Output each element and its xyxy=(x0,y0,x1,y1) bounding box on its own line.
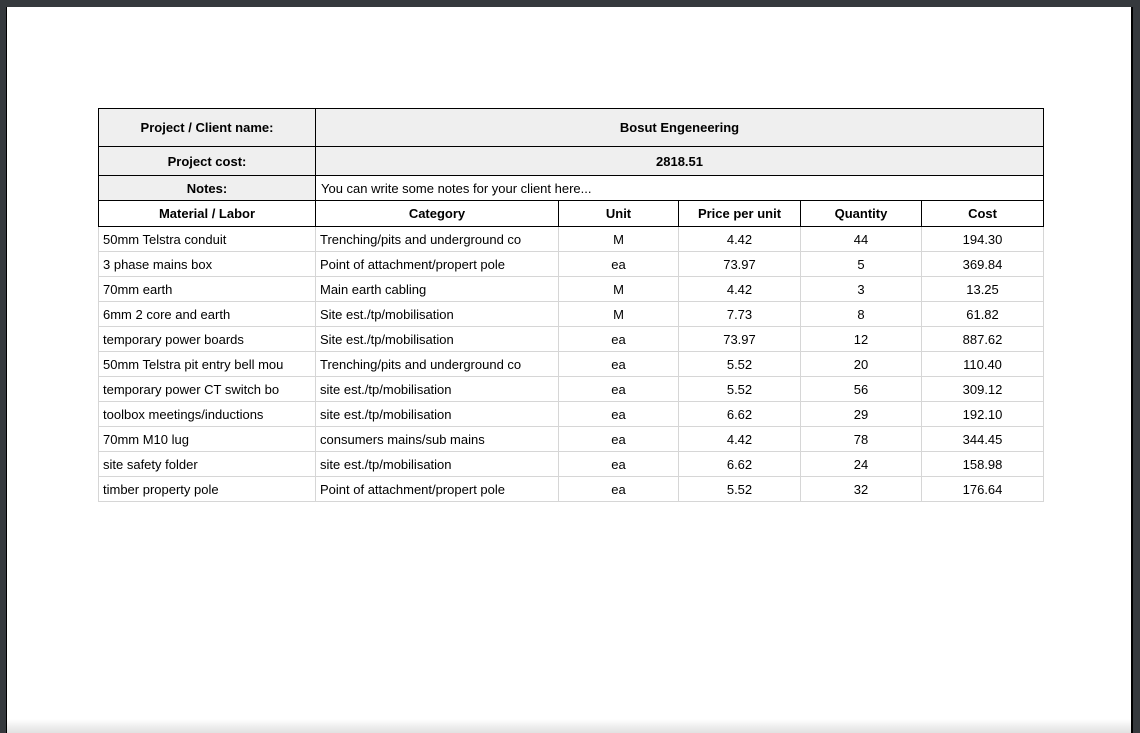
category-cell: site est./tp/mobilisation xyxy=(315,451,559,477)
table-row: 50mm Telstra pit entry bell mou Trenchin… xyxy=(98,351,1045,377)
cost-cell: 369.84 xyxy=(920,251,1045,277)
category-cell: site est./tp/mobilisation xyxy=(315,401,559,427)
notes-label: Notes: xyxy=(98,175,316,201)
cost-cell: 309.12 xyxy=(920,376,1045,402)
cost-cell: 158.98 xyxy=(920,451,1045,477)
price-cell: 73.97 xyxy=(678,251,801,277)
table-row: site safety folder site est./tp/mobilisa… xyxy=(98,451,1045,477)
quantity-cell: 56 xyxy=(800,376,922,402)
quote-table-container: Project / Client name: Bosut Engeneering… xyxy=(98,108,1045,502)
cost-cell: 176.64 xyxy=(920,476,1045,502)
category-cell: Trenching/pits and underground co xyxy=(315,226,559,252)
quantity-cell: 12 xyxy=(800,326,922,352)
column-header-category: Category xyxy=(315,200,559,227)
cost-cell: 194.30 xyxy=(920,226,1045,252)
material-cell: timber property pole xyxy=(98,476,316,502)
quantity-cell: 29 xyxy=(800,401,922,427)
price-cell: 5.52 xyxy=(678,376,801,402)
unit-cell: ea xyxy=(558,476,679,502)
column-header-quantity: Quantity xyxy=(800,200,922,227)
unit-cell: ea xyxy=(558,426,679,452)
quantity-cell: 32 xyxy=(800,476,922,502)
unit-cell: M xyxy=(558,276,679,302)
price-cell: 6.62 xyxy=(678,401,801,427)
table-row: 50mm Telstra conduit Trenching/pits and … xyxy=(98,226,1045,252)
column-header-cost: Cost xyxy=(920,200,1045,227)
material-cell: 6mm 2 core and earth xyxy=(98,301,316,327)
price-cell: 6.62 xyxy=(678,451,801,477)
cost-cell: 13.25 xyxy=(920,276,1045,302)
table-row: 3 phase mains box Point of attachment/pr… xyxy=(98,251,1045,277)
project-client-row: Project / Client name: Bosut Engeneering xyxy=(98,108,1045,147)
category-cell: Trenching/pits and underground co xyxy=(315,351,559,377)
project-cost-row: Project cost: 2818.51 xyxy=(98,146,1045,176)
notes-value: You can write some notes for your client… xyxy=(314,175,1045,201)
material-cell: temporary power CT switch bo xyxy=(98,376,316,402)
project-client-name-value: Bosut Engeneering xyxy=(314,108,1045,147)
price-cell: 73.97 xyxy=(678,326,801,352)
cost-cell: 61.82 xyxy=(920,301,1045,327)
material-cell: site safety folder xyxy=(98,451,316,477)
category-cell: Site est./tp/mobilisation xyxy=(315,301,559,327)
unit-cell: ea xyxy=(558,451,679,477)
table-row: timber property pole Point of attachment… xyxy=(98,476,1045,502)
material-cell: 50mm Telstra pit entry bell mou xyxy=(98,351,316,377)
quantity-cell: 78 xyxy=(800,426,922,452)
quantity-cell: 5 xyxy=(800,251,922,277)
category-cell: Point of attachment/propert pole xyxy=(315,476,559,502)
quantity-cell: 3 xyxy=(800,276,922,302)
table-row: 70mm M10 lug consumers mains/sub mains e… xyxy=(98,426,1045,452)
table-row: 70mm earth Main earth cabling M 4.42 3 1… xyxy=(98,276,1045,302)
cost-cell: 192.10 xyxy=(920,401,1045,427)
project-cost-value: 2818.51 xyxy=(314,146,1045,176)
category-cell: site est./tp/mobilisation xyxy=(315,376,559,402)
table-row: temporary power CT switch bo site est./t… xyxy=(98,376,1045,402)
category-cell: Site est./tp/mobilisation xyxy=(315,326,559,352)
price-cell: 7.73 xyxy=(678,301,801,327)
price-cell: 4.42 xyxy=(678,226,801,252)
unit-cell: ea xyxy=(558,251,679,277)
table-body: 50mm Telstra conduit Trenching/pits and … xyxy=(98,226,1045,502)
document-page: Project / Client name: Bosut Engeneering… xyxy=(6,7,1133,733)
column-header-row: Material / Labor Category Unit Price per… xyxy=(98,200,1045,227)
quantity-cell: 24 xyxy=(800,451,922,477)
quantity-cell: 44 xyxy=(800,226,922,252)
material-cell: toolbox meetings/inductions xyxy=(98,401,316,427)
unit-cell: M xyxy=(558,226,679,252)
unit-cell: M xyxy=(558,301,679,327)
material-cell: 3 phase mains box xyxy=(98,251,316,277)
project-cost-label: Project cost: xyxy=(98,146,316,176)
price-cell: 4.42 xyxy=(678,426,801,452)
unit-cell: ea xyxy=(558,376,679,402)
material-cell: 50mm Telstra conduit xyxy=(98,226,316,252)
cost-cell: 110.40 xyxy=(920,351,1045,377)
table-row: temporary power boards Site est./tp/mobi… xyxy=(98,326,1045,352)
column-header-unit: Unit xyxy=(558,200,679,227)
quantity-cell: 20 xyxy=(800,351,922,377)
category-cell: consumers mains/sub mains xyxy=(315,426,559,452)
table-row: toolbox meetings/inductions site est./tp… xyxy=(98,401,1045,427)
notes-row: Notes: You can write some notes for your… xyxy=(98,175,1045,201)
material-cell: 70mm M10 lug xyxy=(98,426,316,452)
column-header-material-labor: Material / Labor xyxy=(98,200,316,227)
unit-cell: ea xyxy=(558,326,679,352)
table-row: 6mm 2 core and earth Site est./tp/mobili… xyxy=(98,301,1045,327)
price-cell: 5.52 xyxy=(678,476,801,502)
category-cell: Point of attachment/propert pole xyxy=(315,251,559,277)
cost-cell: 344.45 xyxy=(920,426,1045,452)
category-cell: Main earth cabling xyxy=(315,276,559,302)
price-cell: 5.52 xyxy=(678,351,801,377)
quote-table: Project / Client name: Bosut Engeneering… xyxy=(98,108,1045,502)
price-cell: 4.42 xyxy=(678,276,801,302)
quantity-cell: 8 xyxy=(800,301,922,327)
material-cell: temporary power boards xyxy=(98,326,316,352)
column-header-price-per-unit: Price per unit xyxy=(678,200,801,227)
cost-cell: 887.62 xyxy=(920,326,1045,352)
material-cell: 70mm earth xyxy=(98,276,316,302)
project-client-name-label: Project / Client name: xyxy=(98,108,316,147)
unit-cell: ea xyxy=(558,351,679,377)
unit-cell: ea xyxy=(558,401,679,427)
